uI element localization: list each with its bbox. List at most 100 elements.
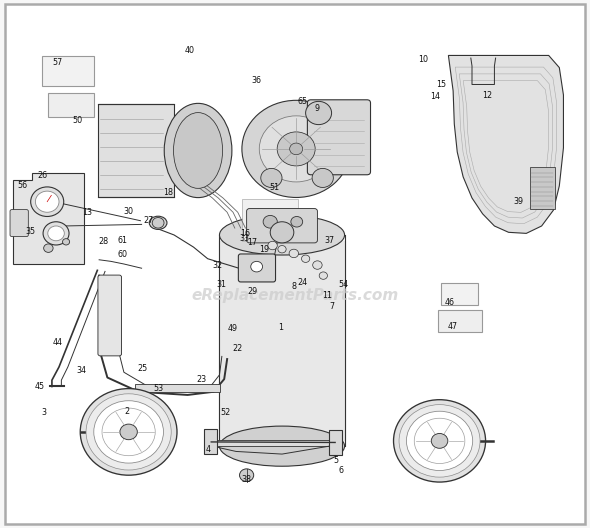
Text: 26: 26 xyxy=(37,171,48,180)
Bar xyxy=(42,56,94,86)
Circle shape xyxy=(301,255,310,262)
Text: 30: 30 xyxy=(124,206,133,216)
Text: 4: 4 xyxy=(205,445,210,455)
Circle shape xyxy=(291,216,303,227)
Bar xyxy=(206,440,339,446)
Bar xyxy=(329,430,342,455)
Text: 25: 25 xyxy=(137,364,148,373)
Text: 8: 8 xyxy=(291,281,296,291)
Text: 13: 13 xyxy=(83,208,92,217)
Text: 57: 57 xyxy=(53,58,63,67)
Circle shape xyxy=(63,239,70,245)
Bar xyxy=(135,384,220,392)
Circle shape xyxy=(120,424,137,440)
Text: 40: 40 xyxy=(185,45,195,55)
Bar xyxy=(438,310,482,332)
Text: 60: 60 xyxy=(118,250,127,259)
Circle shape xyxy=(319,272,327,279)
Circle shape xyxy=(407,411,473,470)
Circle shape xyxy=(431,433,448,448)
Circle shape xyxy=(277,132,315,166)
Circle shape xyxy=(270,222,294,243)
FancyBboxPatch shape xyxy=(98,275,122,356)
Text: 49: 49 xyxy=(228,324,238,333)
Text: eReplacementParts.com: eReplacementParts.com xyxy=(191,288,399,303)
Circle shape xyxy=(102,408,155,456)
Ellipse shape xyxy=(219,215,345,255)
Text: 1: 1 xyxy=(278,323,283,332)
Circle shape xyxy=(261,168,282,187)
Circle shape xyxy=(278,246,286,253)
Ellipse shape xyxy=(219,426,345,466)
Text: 44: 44 xyxy=(53,337,63,347)
Text: 36: 36 xyxy=(252,76,261,85)
Ellipse shape xyxy=(149,216,167,230)
Circle shape xyxy=(48,226,64,241)
Text: 14: 14 xyxy=(431,91,440,101)
Text: 22: 22 xyxy=(232,344,242,353)
Text: 19: 19 xyxy=(259,244,270,254)
Polygon shape xyxy=(98,105,174,196)
Text: 39: 39 xyxy=(513,197,523,206)
Text: 50: 50 xyxy=(73,116,83,125)
Bar xyxy=(48,93,94,117)
Text: 18: 18 xyxy=(163,188,173,197)
Circle shape xyxy=(394,400,486,482)
Circle shape xyxy=(259,116,333,182)
Circle shape xyxy=(242,100,350,197)
Ellipse shape xyxy=(173,112,222,188)
Bar xyxy=(204,429,217,454)
Text: 32: 32 xyxy=(212,260,222,270)
Circle shape xyxy=(290,143,303,155)
Text: 34: 34 xyxy=(77,366,86,375)
Text: 61: 61 xyxy=(118,235,127,245)
Polygon shape xyxy=(13,173,84,264)
Ellipse shape xyxy=(164,103,232,197)
Circle shape xyxy=(313,261,322,269)
Circle shape xyxy=(152,218,164,228)
Text: 16: 16 xyxy=(240,229,250,238)
Circle shape xyxy=(268,241,277,250)
Text: 15: 15 xyxy=(436,80,447,89)
Text: 11: 11 xyxy=(323,291,332,300)
Circle shape xyxy=(80,389,177,475)
Text: 12: 12 xyxy=(481,90,492,100)
Circle shape xyxy=(306,101,332,125)
Text: 46: 46 xyxy=(445,297,454,307)
Text: 27: 27 xyxy=(143,216,154,225)
Polygon shape xyxy=(448,55,563,233)
Text: 10: 10 xyxy=(419,54,428,64)
Circle shape xyxy=(43,222,69,245)
Text: 45: 45 xyxy=(35,382,45,391)
Text: 17: 17 xyxy=(247,238,258,248)
Text: 2: 2 xyxy=(124,407,129,417)
Bar xyxy=(441,283,478,305)
Text: 29: 29 xyxy=(247,287,258,296)
Circle shape xyxy=(399,404,480,477)
Text: 37: 37 xyxy=(324,235,335,245)
Text: 23: 23 xyxy=(196,374,207,384)
Circle shape xyxy=(35,191,59,212)
Text: 33: 33 xyxy=(240,234,250,243)
FancyBboxPatch shape xyxy=(247,209,317,243)
Circle shape xyxy=(263,215,277,228)
Text: 31: 31 xyxy=(217,279,226,289)
Text: 47: 47 xyxy=(448,322,458,331)
FancyBboxPatch shape xyxy=(307,100,371,175)
Circle shape xyxy=(240,469,254,482)
Circle shape xyxy=(44,244,53,252)
Circle shape xyxy=(289,249,299,258)
Circle shape xyxy=(86,394,171,470)
Text: 51: 51 xyxy=(269,183,280,192)
Text: 9: 9 xyxy=(315,103,320,113)
Bar xyxy=(530,167,555,209)
Text: 7: 7 xyxy=(329,301,334,311)
Text: 24: 24 xyxy=(297,278,307,287)
Text: 38: 38 xyxy=(242,475,251,484)
Text: 6: 6 xyxy=(339,466,343,476)
Circle shape xyxy=(94,401,163,463)
Text: 3: 3 xyxy=(42,408,47,418)
Text: 56: 56 xyxy=(17,181,28,191)
Circle shape xyxy=(312,168,333,187)
Text: 53: 53 xyxy=(153,383,163,393)
